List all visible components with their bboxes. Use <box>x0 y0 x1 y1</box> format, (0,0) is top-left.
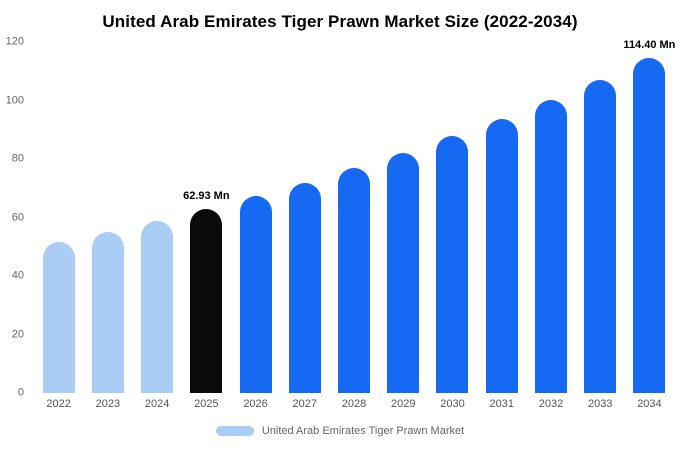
x-axis-label: 2023 <box>95 398 121 410</box>
x-axis: 2022 2023 2024 2025 2026 2027 2028 2029 2030 2031… <box>34 398 674 410</box>
bar-2026[interactable] <box>239 196 272 393</box>
bar-column <box>34 42 83 393</box>
x-axis-label: 2029 <box>391 398 416 410</box>
bar-column <box>83 42 132 393</box>
bar-column: 62.93 Mn <box>182 42 231 393</box>
x-axis-label: 2031 <box>489 398 514 410</box>
legend[interactable]: United Arab Emirates Tiger Prawn Market <box>0 425 680 437</box>
bar-2022[interactable] <box>42 242 75 393</box>
y-axis: 0 20 40 60 80 100 120 <box>0 36 28 398</box>
x-axis-label: 2028 <box>341 398 367 410</box>
x-axis-label: 2030 <box>440 398 465 410</box>
x-axis-label: 2025 <box>194 398 219 410</box>
y-tick-label: 80 <box>11 152 24 165</box>
y-tick-label: 120 <box>5 35 24 48</box>
bar-column <box>526 42 575 393</box>
bar-value-label: 62.93 Mn <box>183 189 230 202</box>
bar-2023[interactable] <box>91 231 124 393</box>
bar-2031[interactable] <box>485 118 518 393</box>
bar-column <box>428 42 477 393</box>
bar-column <box>379 42 428 393</box>
x-axis-label: 2024 <box>144 398 170 410</box>
y-tick-label: 60 <box>11 211 24 223</box>
bar-2034[interactable] <box>633 58 666 393</box>
plot-area: 62.93 Mn 114.40 Mn <box>34 39 676 393</box>
bar-column <box>477 42 526 393</box>
bar-column <box>280 42 329 393</box>
bar-2028[interactable] <box>338 168 371 393</box>
y-tick-label: 40 <box>11 269 24 282</box>
bar-column: 114.40 Mn <box>623 39 676 393</box>
bar-2032[interactable] <box>534 99 567 393</box>
bar-value-label: 114.40 Mn <box>623 39 676 52</box>
bar-2027[interactable] <box>288 182 321 393</box>
bar-2033[interactable] <box>584 79 617 393</box>
bar-2030[interactable] <box>436 136 469 393</box>
x-axis-label: 2033 <box>587 398 613 410</box>
bar-column <box>132 42 181 393</box>
y-tick-label: 0 <box>17 386 24 399</box>
x-axis-label: 2027 <box>292 398 318 410</box>
chart-title: United Arab Emirates Tiger Prawn Market … <box>102 12 578 31</box>
bar-column <box>576 42 625 393</box>
x-axis-label: 2026 <box>243 398 268 410</box>
y-tick-label: 20 <box>11 328 24 340</box>
x-axis-label: 2034 <box>637 398 662 410</box>
x-axis-label: 2022 <box>46 398 71 410</box>
bar-column <box>231 42 280 393</box>
x-axis-label: 2032 <box>538 398 564 410</box>
bar-column <box>329 42 378 393</box>
y-tick-label: 100 <box>5 94 24 106</box>
bar-2029[interactable] <box>387 152 420 393</box>
legend-label: United Arab Emirates Tiger Prawn Market <box>261 425 465 437</box>
legend-swatch <box>215 426 254 436</box>
bar-2024[interactable] <box>141 220 174 393</box>
bar-2025[interactable] <box>190 208 223 393</box>
